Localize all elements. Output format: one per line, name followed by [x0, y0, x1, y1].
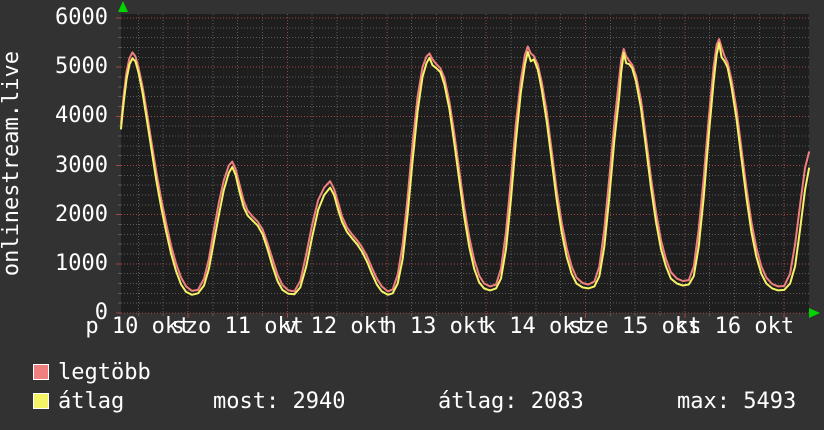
y-tick-label: 4000	[55, 103, 108, 129]
stat-max: max: 5493	[677, 389, 797, 414]
x-tick-label: szo 11 okt	[171, 314, 304, 339]
y-axis-arrow-icon	[118, 1, 128, 12]
x-tick-label: p 10 okt	[85, 314, 192, 339]
legend-swatch-legtobb	[33, 364, 49, 380]
y-tick-label: 2000	[55, 201, 108, 227]
x-axis-arrow-icon	[809, 308, 820, 318]
y-tick-label: 6000	[55, 5, 108, 30]
y-tick-label: 3000	[55, 152, 108, 178]
stat-atlag: átlag: 2083	[438, 389, 584, 414]
y-tick-label: 0	[94, 300, 108, 325]
x-tick-label: cs 16 okt	[674, 314, 795, 339]
y-tick-label: 1000	[55, 250, 108, 276]
stat-most: most: 2940	[213, 389, 346, 414]
graph-title: onlinestream.live	[0, 51, 24, 277]
legend-label-legtobb: legtöbb	[58, 360, 151, 385]
chart-canvas	[116, 14, 810, 318]
plot-area	[116, 14, 810, 318]
x-tick-label: v 12 okt	[284, 314, 391, 339]
y-tick-label: 5000	[55, 54, 108, 80]
x-tick-label: k 14 okt	[482, 314, 589, 339]
legend-swatch-atlag	[33, 393, 49, 409]
x-tick-label: h 13 okt	[383, 314, 490, 339]
x-tick-label: sze 15 okt	[568, 314, 702, 339]
legend-label-atlag: átlag	[58, 389, 125, 414]
